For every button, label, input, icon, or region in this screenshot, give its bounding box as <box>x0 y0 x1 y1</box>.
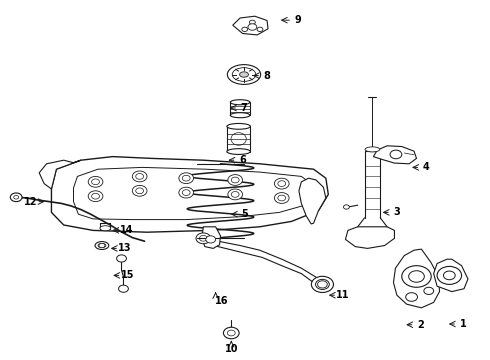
Ellipse shape <box>232 68 256 81</box>
Circle shape <box>390 150 402 159</box>
Circle shape <box>278 181 286 186</box>
Circle shape <box>99 243 105 248</box>
Text: 2: 2 <box>417 320 424 330</box>
Circle shape <box>231 177 239 183</box>
Circle shape <box>136 188 144 194</box>
Polygon shape <box>373 146 416 164</box>
Text: 16: 16 <box>215 296 228 306</box>
Circle shape <box>117 255 126 262</box>
Polygon shape <box>39 160 81 189</box>
Ellipse shape <box>227 149 250 154</box>
Text: 11: 11 <box>336 290 350 300</box>
Circle shape <box>409 271 424 282</box>
Polygon shape <box>299 178 326 224</box>
Ellipse shape <box>316 279 329 289</box>
Circle shape <box>88 191 103 202</box>
Polygon shape <box>202 227 220 248</box>
Polygon shape <box>233 16 268 35</box>
Circle shape <box>437 266 462 284</box>
Ellipse shape <box>95 242 109 249</box>
Circle shape <box>92 193 99 199</box>
Circle shape <box>274 193 289 203</box>
Circle shape <box>227 330 235 336</box>
Polygon shape <box>345 227 394 248</box>
Circle shape <box>136 174 144 179</box>
Circle shape <box>179 187 194 198</box>
Polygon shape <box>230 102 250 115</box>
Circle shape <box>10 193 22 202</box>
Text: 13: 13 <box>118 243 132 253</box>
Text: 4: 4 <box>423 162 430 172</box>
Ellipse shape <box>230 100 250 105</box>
Circle shape <box>92 179 99 185</box>
Circle shape <box>132 171 147 182</box>
Circle shape <box>196 233 211 244</box>
Circle shape <box>223 327 239 339</box>
Circle shape <box>248 24 257 30</box>
Polygon shape <box>434 259 468 292</box>
Text: 9: 9 <box>294 15 301 25</box>
Ellipse shape <box>98 243 106 248</box>
Ellipse shape <box>100 226 111 231</box>
Circle shape <box>199 235 207 241</box>
Circle shape <box>88 176 103 187</box>
Text: 7: 7 <box>241 103 247 113</box>
Ellipse shape <box>240 72 248 77</box>
Text: 3: 3 <box>393 207 400 217</box>
Circle shape <box>242 27 247 32</box>
Text: 15: 15 <box>121 270 134 280</box>
Ellipse shape <box>365 147 380 152</box>
Circle shape <box>318 281 327 288</box>
Ellipse shape <box>227 123 250 129</box>
Circle shape <box>402 266 431 287</box>
Circle shape <box>274 178 289 189</box>
Circle shape <box>14 195 19 199</box>
Circle shape <box>179 173 194 184</box>
Circle shape <box>424 287 434 294</box>
Ellipse shape <box>227 65 261 85</box>
Text: 1: 1 <box>460 319 466 329</box>
Text: 12: 12 <box>24 197 37 207</box>
Circle shape <box>231 192 239 197</box>
Circle shape <box>228 189 243 200</box>
Text: 6: 6 <box>239 155 246 165</box>
Circle shape <box>443 271 455 280</box>
Ellipse shape <box>343 205 349 209</box>
Circle shape <box>206 236 216 243</box>
Ellipse shape <box>230 113 250 118</box>
Ellipse shape <box>231 133 246 145</box>
Circle shape <box>278 195 286 201</box>
Text: 10: 10 <box>224 344 238 354</box>
Circle shape <box>257 27 263 32</box>
Circle shape <box>406 293 417 301</box>
Text: 8: 8 <box>264 71 270 81</box>
Circle shape <box>182 190 190 195</box>
Ellipse shape <box>312 276 333 292</box>
Circle shape <box>132 185 147 196</box>
Text: 14: 14 <box>120 225 133 235</box>
Polygon shape <box>51 157 328 232</box>
Polygon shape <box>393 249 440 308</box>
Circle shape <box>119 285 128 292</box>
Circle shape <box>228 175 243 185</box>
Circle shape <box>249 20 255 24</box>
Text: 5: 5 <box>242 209 248 219</box>
Circle shape <box>182 175 190 181</box>
